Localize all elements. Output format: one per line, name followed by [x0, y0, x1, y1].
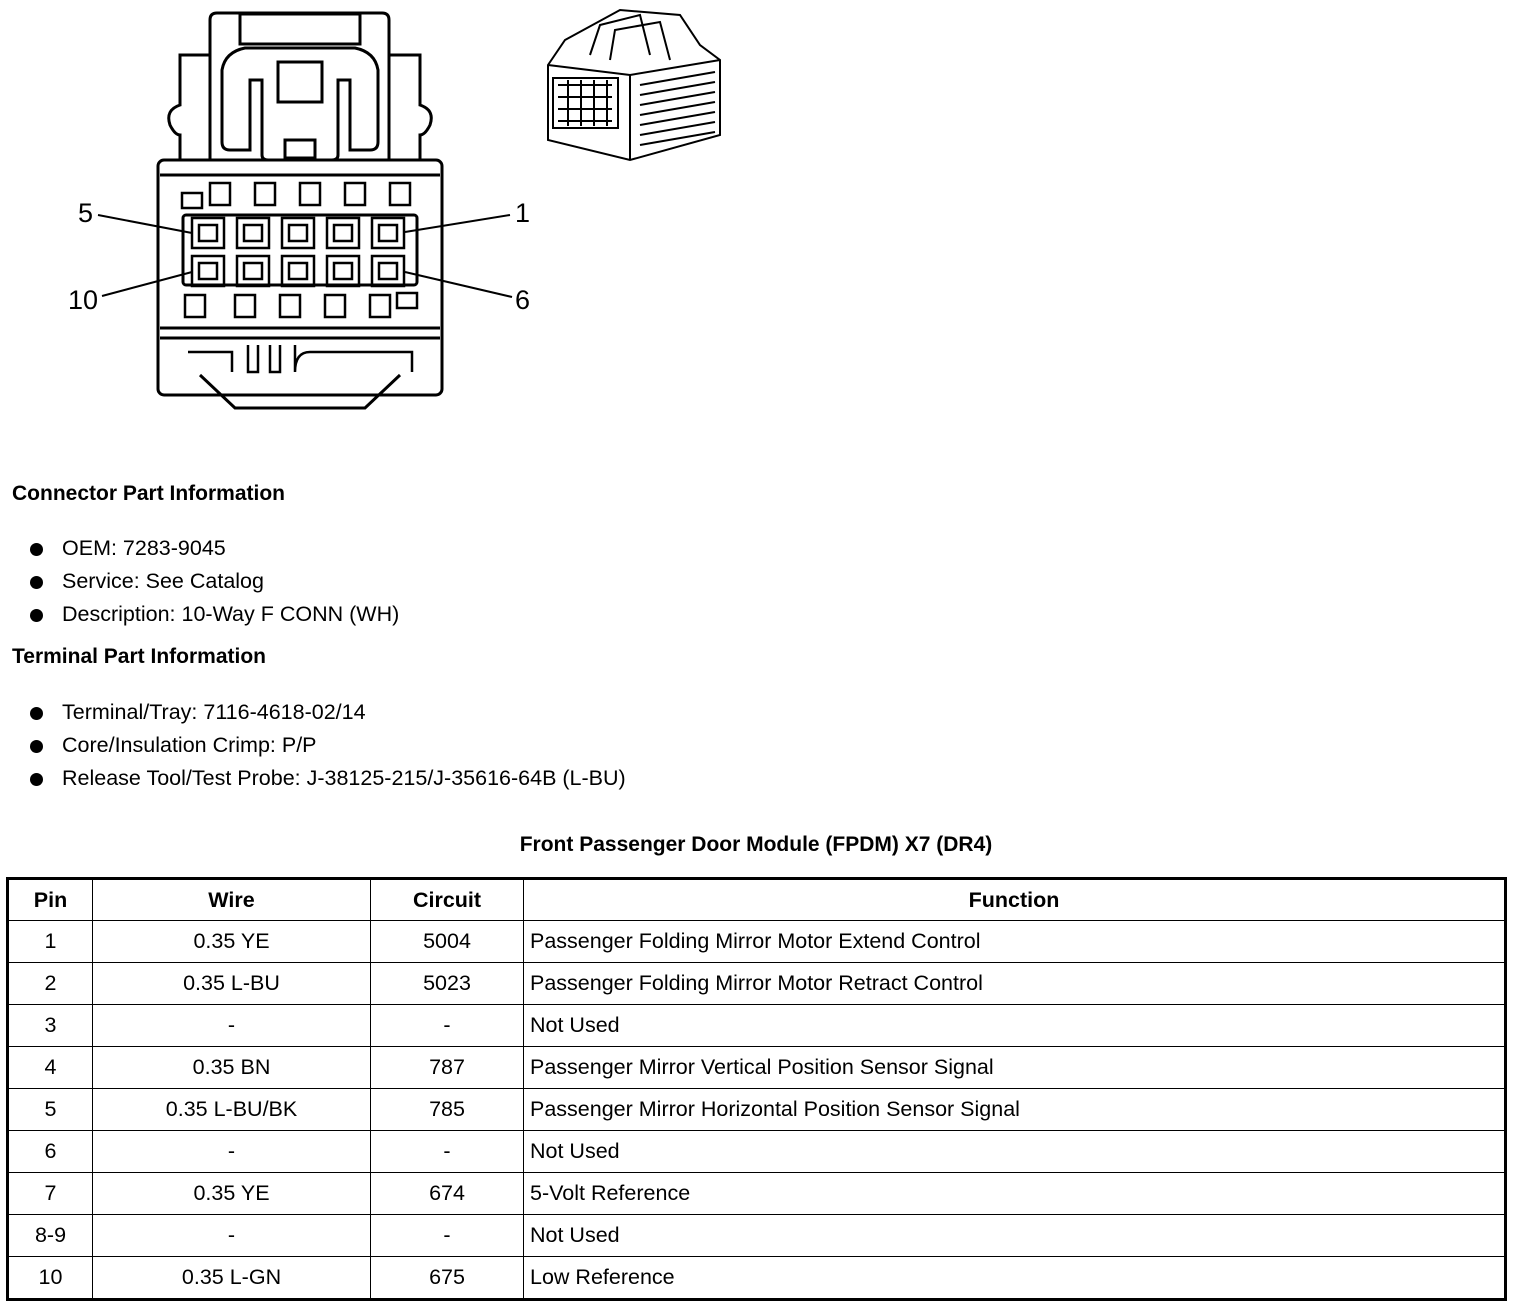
function-cell: Passenger Folding Mirror Motor Extend Co…: [523, 920, 1506, 963]
item-text: Service: See Catalog: [62, 569, 264, 593]
table-row: 1 0.35 YE 5004 Passenger Folding Mirror Mot…: [7, 920, 1506, 963]
table-row: 6- - Not Used: [7, 1130, 1506, 1173]
connector-info-heading: Connector Part Information: [12, 482, 286, 505]
pin-cell: 10: [7, 1256, 93, 1300]
function-cell: 5-Volt Reference: [523, 1172, 1506, 1215]
circuit-cell: 787: [370, 1046, 524, 1089]
item-text: Terminal/Tray: 7116-4618-02/14: [62, 700, 366, 724]
pin-cell: 5: [7, 1088, 93, 1131]
pin-label-10: 10: [68, 285, 99, 315]
circuit-cell: -: [370, 1130, 524, 1173]
table-row: 8-9- - Not Used: [7, 1214, 1506, 1257]
table-header-row: Pin Wire Circuit Function: [7, 878, 1506, 921]
pin-cell: 7: [7, 1172, 93, 1215]
list-item: Service: See Catalog: [28, 565, 399, 598]
circuit-cell: 785: [370, 1088, 524, 1131]
bullet-icon: [30, 707, 43, 720]
bullet-icon: [30, 773, 43, 786]
wire-cell: 0.35 L-BU/BK: [92, 1088, 371, 1131]
function-cell: Not Used: [523, 1130, 1506, 1173]
circuit-cell: -: [370, 1004, 524, 1047]
table-title: Front Passenger Door Module (FPDM) X7 (D…: [519, 833, 993, 856]
pin-cell: 3: [7, 1004, 93, 1047]
circuit-cell: 5023: [370, 962, 524, 1005]
list-item: OEM: 7283-9045: [28, 532, 399, 565]
wire-cell: -: [92, 1004, 371, 1047]
bullet-icon: [30, 740, 43, 753]
wire-cell: 0.35 YE: [92, 920, 371, 963]
terminal-info-heading: Terminal Part Information: [12, 645, 266, 668]
header-function: Function: [523, 878, 1506, 921]
function-cell: Low Reference: [523, 1256, 1506, 1300]
terminal-info-list: Terminal/Tray: 7116-4618-02/14 Core/Insu…: [28, 696, 626, 795]
wire-cell: -: [92, 1130, 371, 1173]
circuit-cell: -: [370, 1214, 524, 1257]
item-text: Description: 10-Way F CONN (WH): [62, 602, 400, 626]
pinout-table: Pin Wire Circuit Function 1 0.35 YE 5004 Pa…: [6, 877, 1507, 1301]
table-row: 5 0.35 L-BU/BK 785 Passenger Mirror Horizon…: [7, 1088, 1506, 1131]
item-text: OEM: 7283-9045: [62, 536, 226, 560]
table-row: 3- - Not Used: [7, 1004, 1506, 1047]
connector-face-diagram: [97, 8, 721, 410]
terminal-cavities: [180, 181, 419, 374]
circuit-cell: 675: [370, 1256, 524, 1300]
wire-cell: 0.35 L-GN: [92, 1256, 371, 1300]
header-circuit: Circuit: [370, 878, 524, 921]
wire-cell: -: [92, 1214, 371, 1257]
function-cell: Not Used: [523, 1214, 1506, 1257]
circuit-cell: 674: [370, 1172, 524, 1215]
connector-3d-view: [547, 8, 721, 162]
connector-outline: [156, 11, 444, 410]
bullet-icon: [30, 576, 43, 589]
list-item: Terminal/Tray: 7116-4618-02/14: [28, 696, 626, 729]
wire-cell: 0.35 BN: [92, 1046, 371, 1089]
function-cell: Passenger Mirror Horizontal Position Sen…: [523, 1088, 1506, 1131]
pin-cell: 1: [7, 920, 93, 963]
table-row: 4 0.35 BN 787 Passenger Mirror Vertical Pos…: [7, 1046, 1506, 1089]
table-row: 7 0.35 YE 674 5-Volt Reference: [7, 1172, 1506, 1215]
function-cell: Passenger Mirror Vertical Position Senso…: [523, 1046, 1506, 1089]
item-text: Release Tool/Test Probe: J-38125-215/J-3…: [62, 766, 626, 790]
connector-info-list: OEM: 7283-9045 Service: See Catalog Desc…: [28, 532, 399, 631]
circuit-cell: 5004: [370, 920, 524, 963]
header-pin: Pin: [7, 878, 93, 921]
item-text: Core/Insulation Crimp: P/P: [62, 733, 317, 757]
wire-cell: 0.35 L-BU: [92, 962, 371, 1005]
list-item: Release Tool/Test Probe: J-38125-215/J-3…: [28, 762, 626, 795]
pin-cell: 6: [7, 1130, 93, 1173]
pin-label-1: 1: [515, 198, 531, 228]
table-row: 10 0.35 L-GN 675 Low Reference: [7, 1256, 1506, 1300]
pin-cell: 4: [7, 1046, 93, 1089]
function-cell: Passenger Folding Mirror Motor Retract C…: [523, 962, 1506, 1005]
list-item: Core/Insulation Crimp: P/P: [28, 729, 626, 762]
pin-label-6: 6: [515, 285, 531, 315]
pin-cell: 2: [7, 962, 93, 1005]
pin-leader-lines: [97, 214, 513, 298]
wire-cell: 0.35 YE: [92, 1172, 371, 1215]
table-row: 2 0.35 L-BU 5023 Passenger Folding Mirror M…: [7, 962, 1506, 1005]
pin-cell: 8-9: [7, 1214, 93, 1257]
bullet-icon: [30, 609, 43, 622]
function-cell: Not Used: [523, 1004, 1506, 1047]
header-wire: Wire: [92, 878, 371, 921]
list-item: Description: 10-Way F CONN (WH): [28, 598, 399, 631]
bullet-icon: [30, 543, 43, 556]
pin-label-5: 5: [78, 198, 94, 228]
